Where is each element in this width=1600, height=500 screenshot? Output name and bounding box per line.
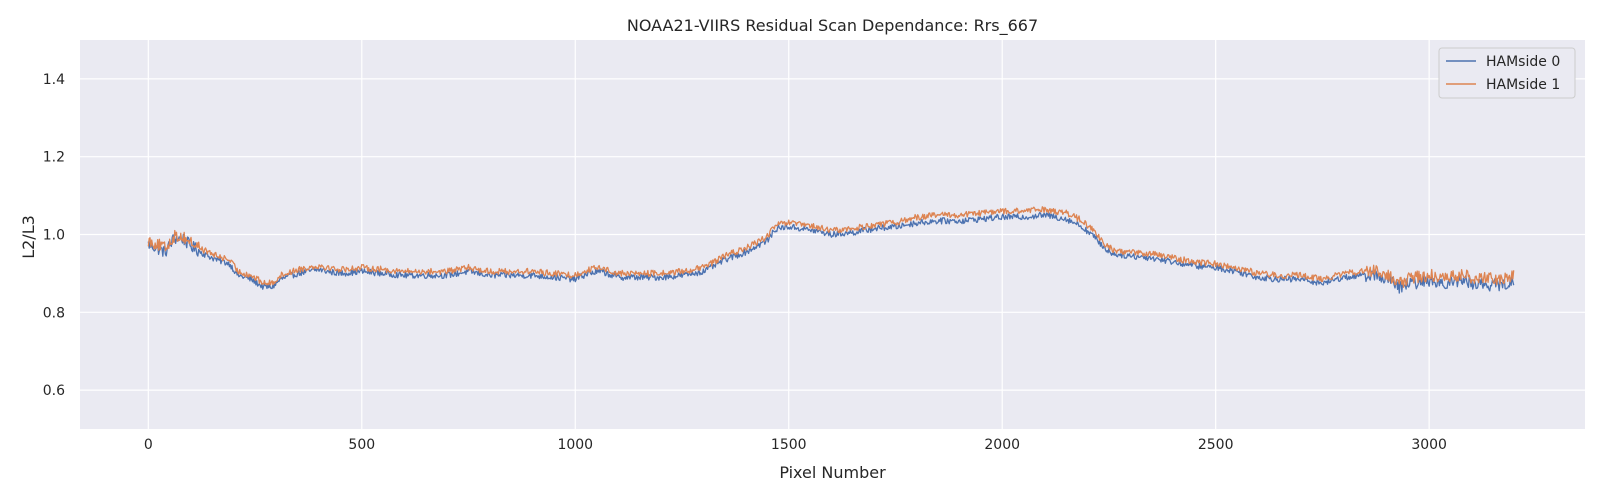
series-line-1 <box>147 206 1515 289</box>
y-tick-label: 0.8 <box>43 305 65 321</box>
chart-title: NOAA21-VIIRS Residual Scan Dependance: R… <box>627 16 1038 36</box>
x-tick-label: 1500 <box>771 437 807 453</box>
x-tick-label: 2500 <box>1198 437 1234 453</box>
legend: HAMside 0 HAMside 1 <box>1438 47 1576 99</box>
legend-label-hamside-0: HAMside 0 <box>1486 54 1560 70</box>
x-tick-label: 3000 <box>1411 437 1447 453</box>
grid <box>80 40 1585 429</box>
y-axis-ticks: 0.6 0.8 1.0 1.2 1.4 <box>43 72 65 399</box>
legend-label-hamside-1: HAMside 1 <box>1486 77 1560 93</box>
y-axis-title: L2/L3 <box>19 215 38 259</box>
x-tick-label: 1000 <box>557 437 593 453</box>
y-tick-label: 1.0 <box>43 228 65 244</box>
x-axis-ticks: 0 500 1000 1500 2000 2500 3000 <box>144 437 1447 453</box>
y-tick-label: 1.4 <box>43 72 65 88</box>
y-tick-label: 1.2 <box>43 150 65 166</box>
x-tick-label: 2000 <box>984 437 1020 453</box>
x-axis-title: Pixel Number <box>779 463 886 482</box>
x-tick-label: 0 <box>144 437 153 453</box>
x-tick-label: 500 <box>348 437 375 453</box>
y-tick-label: 0.6 <box>43 383 65 399</box>
series-layer <box>147 206 1515 294</box>
